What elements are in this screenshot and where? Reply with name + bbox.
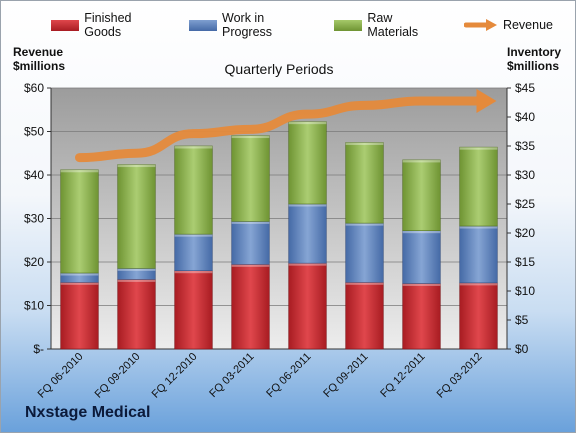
left-axis-tick-label: $10 [24, 299, 44, 313]
bar-finished-goods [459, 282, 498, 350]
right-axis-tick-label: $45 [515, 81, 535, 95]
x-axis-tick-label: FQ 06-2010 [36, 351, 86, 401]
bar-raw-materials-top [174, 146, 213, 149]
legend-swatch-work-in-progress [188, 19, 218, 31]
bar-work-in-progress-top [60, 273, 99, 276]
bar-work-in-progress-top [117, 268, 156, 271]
left-axis-tick-label: $20 [24, 255, 44, 269]
x-axis-tick-label: FQ 12-2010 [150, 351, 200, 401]
bar-raw-materials-top [402, 159, 441, 163]
bar-raw-materials [345, 142, 384, 224]
bar-work-in-progress-top [402, 230, 441, 234]
right-axis-tick-label: $5 [515, 313, 529, 327]
bar-finished-goods [402, 283, 441, 350]
legend-item-raw-materials: Raw Materials [334, 11, 442, 39]
bar-finished-goods-top [231, 264, 270, 267]
company-name: Nxstage Medical [25, 404, 151, 421]
left-axis-tick-label: $30 [24, 212, 44, 226]
bar-work-in-progress [402, 230, 441, 284]
bar-work-in-progress-top [288, 204, 327, 207]
right-axis-tick-label: $20 [515, 226, 535, 240]
bar-work-in-progress-top [231, 221, 270, 224]
bar-work-in-progress [345, 222, 384, 283]
bar-work-in-progress-top [459, 226, 498, 229]
bar-work-in-progress-top [174, 234, 213, 237]
right-axis-title-line2: $millions [506, 59, 559, 73]
right-axis-title-line1: Inventory [506, 45, 561, 59]
right-axis-tick-label: $40 [515, 110, 535, 124]
bar-finished-goods-top [345, 282, 384, 285]
bar-raw-materials [459, 146, 498, 227]
bar-finished-goods [345, 281, 384, 350]
bar-raw-materials-top [345, 142, 384, 146]
legend-label-work-in-progress: Work in Progress [222, 11, 273, 39]
bar-raw-materials-top [231, 135, 270, 139]
bar-work-in-progress [288, 203, 327, 264]
legend-swatch-revenue [463, 19, 497, 31]
x-axis-tick-label: FQ 03-2011 [207, 351, 256, 400]
x-axis-tick-label: FQ 06-2011 [264, 351, 313, 400]
x-axis-tick-label: FQ 03-2012 [435, 351, 485, 401]
bar-finished-goods-top [174, 270, 213, 274]
bar-work-in-progress-top [345, 223, 384, 226]
bar-finished-goods [288, 262, 327, 350]
legend: Finished Goods Work in Progress Raw Mate… [51, 11, 575, 39]
bar-finished-goods-top [402, 283, 441, 286]
right-axis-tick-label: $30 [515, 168, 535, 182]
bar-finished-goods-top [60, 282, 99, 285]
right-axis-tick-label: $15 [515, 255, 535, 269]
legend-swatch-raw-materials [334, 19, 363, 31]
right-axis-tick-label: $10 [515, 284, 535, 298]
legend-label-revenue: Revenue [502, 18, 553, 32]
bar-finished-goods [231, 264, 270, 350]
right-axis-title: Inventory $millions [507, 45, 561, 73]
right-axis-tick-label: $0 [515, 342, 529, 356]
left-axis-title-line2: $millions [13, 59, 66, 73]
revenue-line [75, 96, 483, 163]
bar-raw-materials-top [117, 164, 156, 168]
left-axis-title: Revenue $millions [13, 45, 65, 73]
bar-raw-materials [288, 121, 327, 205]
bar-work-in-progress [174, 233, 213, 272]
legend-swatch-finished-goods [51, 19, 80, 31]
bar-raw-materials [117, 164, 156, 269]
x-axis-tick-label: FQ 12-2011 [378, 351, 427, 400]
left-axis-title-line1: Revenue [13, 45, 64, 59]
left-axis-tick-label: $50 [24, 125, 44, 139]
bar-raw-materials-top [288, 121, 327, 125]
x-axis-tick-label: FQ 09-2011 [321, 351, 370, 400]
bar-finished-goods-top [288, 263, 327, 266]
bar-work-in-progress [231, 221, 270, 265]
legend-label-finished-goods: Finished Goods [84, 11, 132, 39]
right-axis-tick-label: $35 [515, 139, 535, 153]
bar-finished-goods [60, 281, 99, 350]
bar-finished-goods [117, 279, 156, 350]
legend-item-work-in-progress: Work in Progress [188, 11, 312, 39]
left-axis-tick-label: $- [33, 342, 44, 356]
bar-raw-materials [60, 169, 99, 274]
legend-label-raw-materials: Raw Materials [367, 11, 419, 39]
x-axis-tick-label: FQ 09-2010 [93, 351, 143, 401]
left-axis-tick-label: $60 [24, 81, 44, 95]
bar-finished-goods-top [459, 282, 498, 286]
bar-finished-goods [174, 270, 213, 350]
bar-finished-goods-top [117, 279, 156, 282]
legend-item-revenue: Revenue [463, 18, 553, 32]
bar-raw-materials [231, 135, 270, 222]
revenue-arrowhead [476, 89, 497, 114]
bar-work-in-progress [459, 225, 498, 284]
bar-raw-materials-top [459, 147, 498, 150]
bar-raw-materials [402, 159, 441, 231]
legend-item-finished-goods: Finished Goods [51, 11, 167, 39]
bar-raw-materials-top [60, 169, 99, 173]
bar-raw-materials [174, 145, 213, 235]
right-axis-tick-label: $25 [515, 197, 535, 211]
plot-title: Quarterly Periods [225, 61, 334, 77]
left-axis-tick-label: $40 [24, 168, 44, 182]
